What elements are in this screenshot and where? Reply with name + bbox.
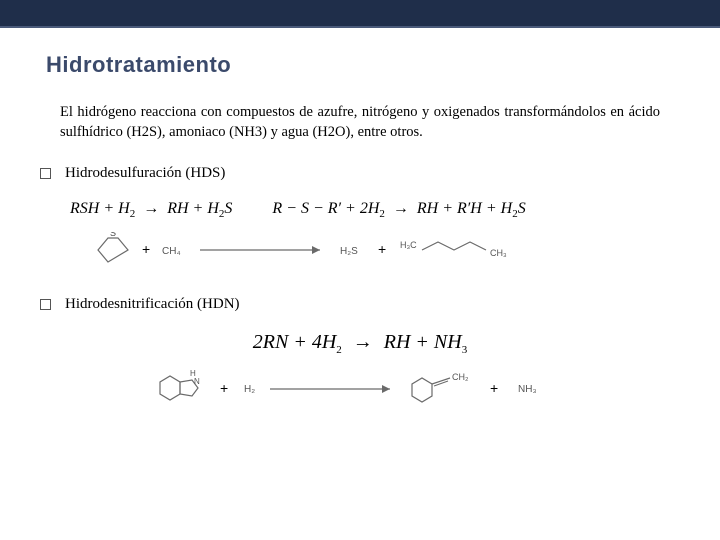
hdn-equation: 2RN + 4H2 → RH + NH3 <box>0 331 720 356</box>
hdn-diagram-svg: H N + H₂ CH₂ + NH₃ <box>150 366 590 412</box>
arrow-icon: → <box>347 331 379 353</box>
reagent-h2: H₂ <box>244 384 255 395</box>
arrow-icon: → <box>389 200 413 217</box>
hds-eq2: R − S − R′ + 2H2 → RH + R′H + H2S <box>272 200 525 220</box>
eq1-lhs: RSH + H <box>70 200 130 217</box>
hds-equations: RSH + H2 → RH + H2S R − S − R′ + 2H2 → R… <box>70 200 720 220</box>
square-bullet-icon <box>40 168 51 179</box>
eq2-rhs-a: RH + R′H + H <box>417 200 512 217</box>
arrow-icon: → <box>139 200 163 217</box>
plus-icon: + <box>490 380 498 396</box>
hdn-lhs: 2RN + 4H <box>253 331 337 353</box>
product-ch2: CH₂ <box>452 372 469 382</box>
eq1-rhs-b: S <box>224 200 232 217</box>
eq1-lhs-sub: 2 <box>130 208 136 220</box>
product-nh3: NH₃ <box>518 384 537 395</box>
ring-s-label: S <box>110 232 116 238</box>
chain-suffix: CH₃ <box>490 248 507 258</box>
bullet-hdn: Hidrodesnitrificación (HDN) <box>40 296 720 313</box>
reagent-ch4: CH₄ <box>162 246 181 257</box>
bullet-hds: Hidrodesulfuración (HDS) <box>40 165 720 182</box>
hdn-lhs-sub: 2 <box>336 344 342 356</box>
page-title: Hidrotratamiento <box>46 52 720 78</box>
hdn-reaction-diagram: H N + H₂ CH₂ + NH₃ <box>150 366 720 412</box>
top-bar <box>0 0 720 28</box>
product-h2s: H₂S <box>340 246 358 257</box>
eq1-rhs-a: RH + H <box>167 200 219 217</box>
plus-icon: + <box>220 380 228 396</box>
hdn-rhs-sub: 3 <box>462 344 468 356</box>
hds-eq1: RSH + H2 → RH + H2S <box>70 200 232 220</box>
hds-diagram-svg: S + CH₄ H₂S + H₃C CH₃ <box>90 232 610 268</box>
plus-icon: + <box>142 241 150 257</box>
bullet-hds-label: Hidrodesulfuración (HDS) <box>65 165 225 182</box>
ring-n-label: N <box>194 377 200 386</box>
plus-icon: + <box>378 241 386 257</box>
chain-prefix: H₃C <box>400 240 417 250</box>
hdn-rhs: RH + NH <box>384 331 462 353</box>
intro-paragraph: El hidrógeno reacciona con compuestos de… <box>60 102 660 143</box>
eq2-rhs-b: S <box>518 200 526 217</box>
bullet-hdn-label: Hidrodesnitrificación (HDN) <box>65 296 240 313</box>
eq2-lhs: R − S − R′ + 2H <box>272 200 379 217</box>
hds-reaction-diagram: S + CH₄ H₂S + H₃C CH₃ <box>90 232 720 268</box>
square-bullet-icon <box>40 299 51 310</box>
eq2-lhs-sub: 2 <box>379 208 385 220</box>
